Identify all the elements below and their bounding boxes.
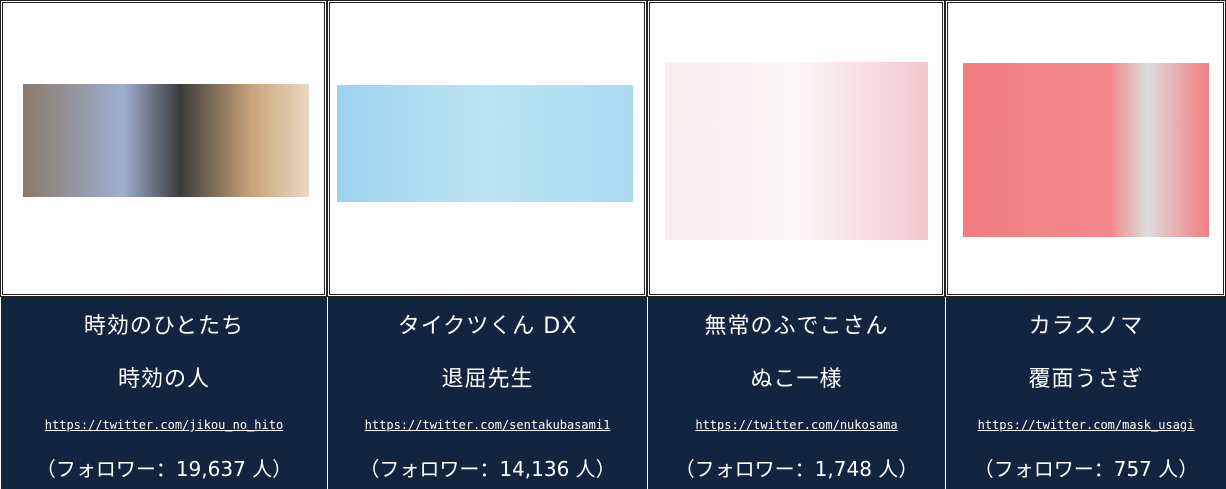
followers: （フォロワー：19,637 人）	[0, 446, 327, 489]
comic-image	[23, 84, 309, 197]
author: ぬこ一様	[647, 350, 945, 404]
title: タイクツくん DX	[327, 297, 647, 350]
title: 時効のひとたち	[0, 297, 327, 350]
followers: （フォロワー：757 人）	[945, 446, 1226, 489]
column: 時効のひとたち 時効の人 https://twitter.com/jikou_no_…	[0, 0, 327, 489]
image-cell	[327, 0, 647, 297]
author: 時効の人	[0, 350, 327, 404]
followers: （フォロワー：1,748 人）	[647, 446, 945, 489]
comic-image	[665, 62, 928, 240]
comic-image	[963, 63, 1209, 237]
link[interactable]: https://twitter.com/jikou_no_hito	[0, 404, 327, 446]
column: 無常のふでこさん ぬこ一様 https://twitter.com/nukosama…	[647, 0, 945, 489]
author: 退屈先生	[327, 350, 647, 404]
comic-image	[337, 85, 633, 202]
image-cell	[647, 0, 945, 297]
column: カラスノマ 覆面うさぎ https://twitter.com/mask_usagi…	[945, 0, 1226, 489]
link[interactable]: https://twitter.com/nukosama	[647, 404, 945, 446]
image-cell	[0, 0, 327, 297]
title: 無常のふでこさん	[647, 297, 945, 350]
followers: （フォロワー：14,136 人）	[327, 446, 647, 489]
author: 覆面うさぎ	[945, 350, 1226, 404]
image-cell	[945, 0, 1226, 297]
column: タイクツくん DX 退屈先生 https://twitter.com/sentaku…	[327, 0, 647, 489]
link[interactable]: https://twitter.com/sentakubasami1	[327, 404, 647, 446]
link[interactable]: https://twitter.com/mask_usagi	[945, 404, 1226, 446]
title: カラスノマ	[945, 297, 1226, 350]
